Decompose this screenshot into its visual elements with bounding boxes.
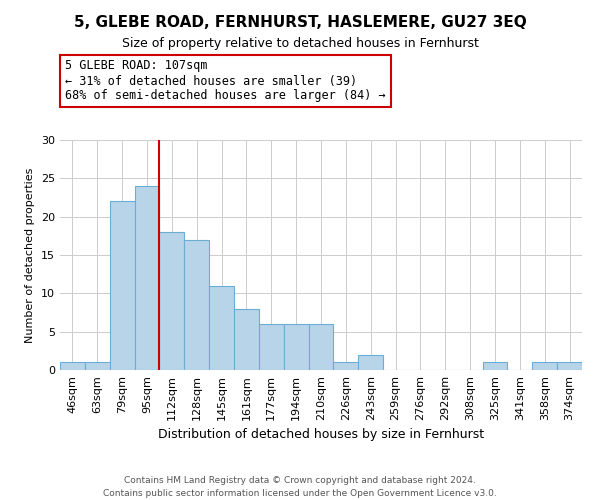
- Text: Size of property relative to detached houses in Fernhurst: Size of property relative to detached ho…: [122, 38, 478, 51]
- X-axis label: Distribution of detached houses by size in Fernhurst: Distribution of detached houses by size …: [158, 428, 484, 442]
- Text: Contains HM Land Registry data © Crown copyright and database right 2024.
Contai: Contains HM Land Registry data © Crown c…: [103, 476, 497, 498]
- Bar: [358, 354, 383, 370]
- Bar: [85, 362, 110, 370]
- Bar: [160, 232, 184, 370]
- Bar: [110, 202, 134, 370]
- Bar: [234, 308, 259, 370]
- Bar: [60, 362, 85, 370]
- Bar: [209, 286, 234, 370]
- Bar: [334, 362, 358, 370]
- Bar: [557, 362, 582, 370]
- Bar: [532, 362, 557, 370]
- Bar: [184, 240, 209, 370]
- Bar: [259, 324, 284, 370]
- Bar: [284, 324, 308, 370]
- Bar: [482, 362, 508, 370]
- Text: 5 GLEBE ROAD: 107sqm
← 31% of detached houses are smaller (39)
68% of semi-detac: 5 GLEBE ROAD: 107sqm ← 31% of detached h…: [65, 60, 386, 102]
- Bar: [308, 324, 334, 370]
- Bar: [134, 186, 160, 370]
- Y-axis label: Number of detached properties: Number of detached properties: [25, 168, 35, 342]
- Text: 5, GLEBE ROAD, FERNHURST, HASLEMERE, GU27 3EQ: 5, GLEBE ROAD, FERNHURST, HASLEMERE, GU2…: [74, 15, 526, 30]
